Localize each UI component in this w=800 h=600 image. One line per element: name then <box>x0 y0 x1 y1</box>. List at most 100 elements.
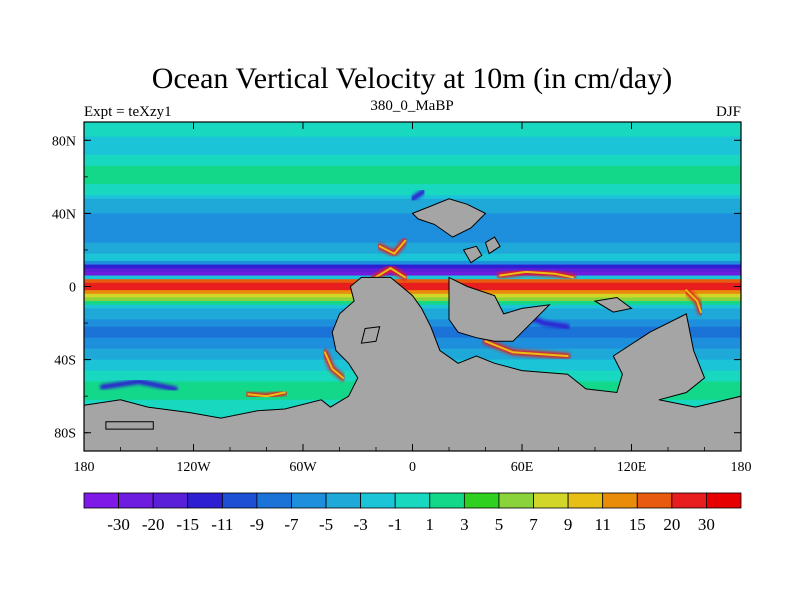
field-band <box>84 176 741 182</box>
chart-title: Ocean Vertical Velocity at 10m (in cm/da… <box>152 62 672 95</box>
colorbar-box <box>325 492 362 509</box>
field-band <box>84 147 741 152</box>
land-mass <box>462 245 483 264</box>
y-tick-label: 40N <box>52 207 76 222</box>
field-band <box>84 173 741 178</box>
y-tick-label: 80S <box>54 427 76 442</box>
colorbar-label: 9 <box>564 515 573 534</box>
colorbar-label: -5 <box>319 515 333 534</box>
field-band <box>84 264 741 269</box>
colorbar-label: 30 <box>698 515 715 534</box>
left-string: Expt = teXzy1 <box>84 104 172 120</box>
land-mask <box>84 198 741 451</box>
colorbar-box <box>671 492 707 509</box>
x-tick-label: 120E <box>617 460 647 475</box>
field-band <box>84 151 741 156</box>
y-tick-label: 40S <box>54 354 76 369</box>
colorbar-box <box>706 492 742 509</box>
field-band <box>84 228 741 233</box>
colorbar-box <box>118 492 154 509</box>
field-band <box>84 246 741 251</box>
colorbar-box <box>394 492 431 509</box>
field-band <box>84 154 741 160</box>
colorbar: -30 -20 -15 -11 -9 -7 -5 -3 -1 1 3 5 7 9 11 15 20 30 <box>83 492 742 534</box>
field-band <box>84 268 741 273</box>
field-band <box>84 191 741 196</box>
field-band <box>84 290 741 295</box>
y-axis: 80N 40N 0 40S 80S <box>52 134 741 442</box>
field-band <box>84 187 741 193</box>
center-string: 380_0_MaBP <box>370 98 453 114</box>
colorbar-label: 5 <box>495 515 504 534</box>
x-tick-label: 60E <box>511 460 534 475</box>
field-band <box>84 217 741 222</box>
downwelling-feature <box>410 189 426 202</box>
colorbar-label: 7 <box>529 515 538 534</box>
upwelling-edge <box>323 351 345 379</box>
right-string: DJF <box>716 104 741 120</box>
colorbar-box <box>636 492 673 509</box>
land-mass <box>84 276 741 451</box>
field-band <box>84 231 741 236</box>
colorbar-label: 20 <box>663 515 680 534</box>
field-band <box>84 143 741 149</box>
field-band <box>84 132 741 138</box>
field-band <box>84 235 741 240</box>
field-band <box>84 213 741 218</box>
field-band <box>84 202 741 207</box>
x-tick-label: 120W <box>176 460 211 475</box>
field-band <box>84 286 741 291</box>
map-area <box>84 122 741 451</box>
colorbar-label: 3 <box>460 515 469 534</box>
colorbar-box <box>533 492 569 509</box>
field-band <box>84 282 741 288</box>
field-band <box>84 238 741 244</box>
colorbar-box <box>221 492 258 509</box>
field-band <box>84 260 741 266</box>
field-band <box>84 257 741 262</box>
x-tick-label: 60W <box>289 460 317 475</box>
field-band <box>84 169 741 174</box>
colorbar-label: -9 <box>250 515 264 534</box>
field-band <box>84 184 741 189</box>
colorbar-label: -3 <box>354 515 368 534</box>
y-tick-label: 0 <box>69 281 76 296</box>
colorbar-box <box>602 492 638 509</box>
field-band <box>84 206 741 211</box>
upwelling-edge <box>247 391 286 398</box>
field-band <box>84 209 741 214</box>
upwelling-edge <box>685 289 702 314</box>
land-mass <box>593 296 633 313</box>
colorbar-box <box>187 492 223 509</box>
field-band <box>84 279 741 284</box>
downwelling-feature <box>99 379 178 392</box>
field-band <box>84 158 741 163</box>
field-band <box>84 249 741 255</box>
colorbar-label: -20 <box>142 515 165 534</box>
colorbar-label: 15 <box>629 515 646 534</box>
colorbar-box <box>498 492 534 509</box>
x-tick-label: 180 <box>74 460 95 475</box>
y-tick-label: 80N <box>52 134 76 149</box>
field-band <box>84 253 741 258</box>
field-band <box>84 165 741 171</box>
colorbar-box <box>463 492 500 509</box>
colorbar-box <box>360 492 396 509</box>
colorbar-box <box>256 492 292 509</box>
field-band <box>84 242 741 247</box>
colorbar-label: 11 <box>594 515 610 534</box>
field-band <box>84 224 741 229</box>
colorbar-label: -15 <box>176 515 199 534</box>
land-mass <box>360 326 381 344</box>
colorbar-label: -11 <box>211 515 233 534</box>
colorbar-box <box>567 492 604 509</box>
land-mass <box>448 276 551 342</box>
field-band <box>84 220 741 225</box>
upwelling-edge <box>499 270 575 279</box>
x-tick-label: 180 <box>731 460 752 475</box>
colorbar-box <box>83 492 119 509</box>
colorbar-label: -7 <box>284 515 299 534</box>
land-mass <box>105 421 154 430</box>
colorbar-label: -1 <box>388 515 402 534</box>
